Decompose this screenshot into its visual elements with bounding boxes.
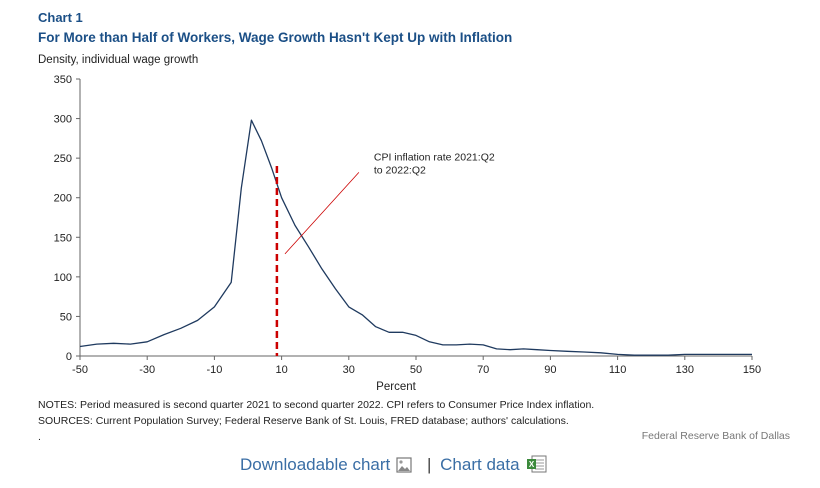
downloadable-chart-label: Downloadable chart xyxy=(240,455,391,474)
chart-notes: NOTES: Period measured is second quarter… xyxy=(38,397,594,445)
x-tick-label: 130 xyxy=(676,364,694,376)
chart-data-label: Chart data xyxy=(440,455,520,474)
x-tick-label: -10 xyxy=(206,364,222,376)
x-tick-label: 90 xyxy=(544,364,556,376)
density-line xyxy=(79,119,752,356)
y-axis-label: Density, individual wage growth xyxy=(38,54,199,66)
y-tick-label: 200 xyxy=(54,193,72,205)
chart-axes: 0 50 100 150 200 250 300 350 -50 -30 -10 10 30 50 70 90… xyxy=(54,74,762,393)
downloadable-chart-link[interactable]: Downloadable chart xyxy=(240,455,412,474)
y-tick-label: 50 xyxy=(60,311,72,323)
sources-text: SOURCES: Current Population Survey; Fede… xyxy=(38,415,569,427)
x-tick-label: -30 xyxy=(139,364,155,376)
notes-text: NOTES: Period measured is second quarter… xyxy=(38,399,595,411)
chart-title: For More than Half of Workers, Wage Grow… xyxy=(38,30,513,45)
x-tick-label: 150 xyxy=(743,364,761,376)
y-tick-label: 300 xyxy=(54,114,72,126)
x-tick-label: 30 xyxy=(343,364,355,376)
chart-number-label: Chart 1 xyxy=(38,10,83,25)
link-separator: | xyxy=(427,455,432,474)
y-tick-label: 250 xyxy=(54,153,72,165)
y-tick-label: 100 xyxy=(54,272,72,284)
annotation-text-line2: to 2022:Q2 xyxy=(374,164,426,176)
x-tick-label: 10 xyxy=(275,364,287,376)
y-tick-label: 150 xyxy=(54,232,72,244)
y-tick-label: 0 xyxy=(66,351,72,363)
chart-data-link[interactable]: Chart data X xyxy=(440,455,547,474)
x-tick-label: -50 xyxy=(72,364,88,376)
chart-series xyxy=(79,119,752,356)
chart-links: Downloadable chart | Chart data X xyxy=(240,455,548,478)
credit-text: Federal Reserve Bank of Dallas xyxy=(641,430,790,442)
annotation-pointer xyxy=(284,172,360,255)
x-axis-title: Percent xyxy=(376,381,416,393)
annotation-text-line1: CPI inflation rate 2021:Q2 xyxy=(374,151,495,163)
x-tick-label: 70 xyxy=(477,364,489,376)
svg-text:X: X xyxy=(528,460,534,469)
image-icon xyxy=(396,457,412,478)
y-tick-label: 350 xyxy=(54,74,72,86)
notes-dot: . xyxy=(38,431,41,443)
x-tick-label: 50 xyxy=(410,364,422,376)
line-chart: 0 50 100 150 200 250 300 350 -50 -30 -10 10 30 50 70 90… xyxy=(54,74,762,393)
spreadsheet-icon: X xyxy=(526,455,548,478)
x-tick-label: 110 xyxy=(609,364,627,376)
